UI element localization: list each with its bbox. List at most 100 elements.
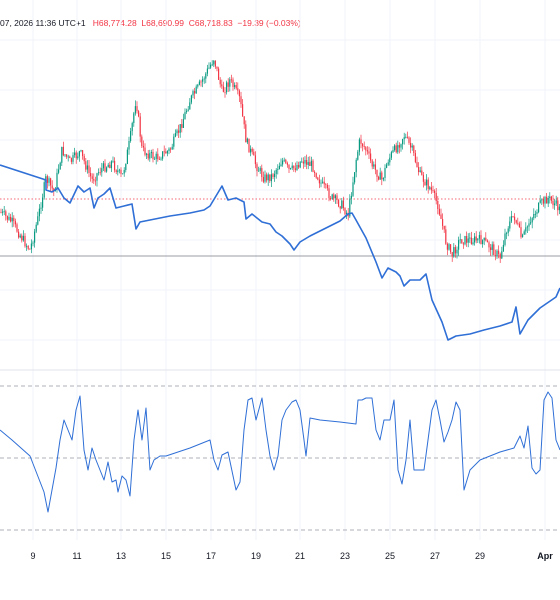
- candle-body: [107, 164, 109, 168]
- candle-body: [504, 233, 506, 245]
- candle-body: [206, 68, 208, 74]
- candle-body: [515, 220, 517, 223]
- candle-body: [438, 208, 440, 215]
- candle-body: [203, 78, 205, 80]
- candle-body: [114, 160, 116, 171]
- candle-body: [358, 139, 360, 152]
- candle-body: [96, 173, 98, 181]
- candle-body: [541, 199, 543, 201]
- candle-body: [173, 136, 175, 147]
- candle-body: [416, 162, 418, 168]
- candle-body: [243, 116, 245, 125]
- candle-body: [301, 161, 303, 163]
- candle-body: [306, 160, 308, 165]
- candle-body: [267, 174, 269, 181]
- candle-body: [235, 85, 237, 89]
- candle-body: [501, 251, 503, 259]
- candle-body: [3, 211, 5, 213]
- candle-body: [381, 172, 383, 180]
- candle-body: [315, 173, 317, 178]
- candle-body: [91, 176, 93, 179]
- candle-body: [51, 185, 53, 189]
- candle-body: [354, 172, 356, 183]
- candle-body: [248, 138, 250, 153]
- candle-body: [547, 198, 549, 204]
- candle-body: [502, 244, 504, 252]
- candle-body: [179, 124, 181, 133]
- candle-body: [35, 224, 37, 232]
- candle-body: [174, 133, 176, 137]
- candle-body: [286, 163, 288, 165]
- candle-body: [328, 188, 330, 199]
- candle-body: [363, 146, 365, 147]
- x-tick-label: 17: [206, 551, 216, 561]
- candle-body: [202, 79, 204, 82]
- candle-body: [170, 148, 172, 150]
- candle-body: [165, 151, 167, 154]
- candle-body: [136, 106, 138, 112]
- x-tick-label: 19: [251, 551, 261, 561]
- candle-body: [446, 243, 448, 250]
- candle-body: [459, 239, 461, 241]
- candle-body: [163, 151, 165, 153]
- candle-body: [478, 235, 480, 239]
- candle-body: [334, 195, 336, 199]
- candle-body: [48, 178, 50, 183]
- candle-body: [0, 212, 2, 213]
- candle-body: [166, 151, 168, 154]
- candle-body: [24, 235, 26, 247]
- candle-body: [134, 106, 136, 114]
- candle-body: [144, 147, 146, 155]
- candle-body: [330, 198, 332, 199]
- candle-body: [456, 249, 458, 254]
- legend-high: 68,774.28: [98, 18, 137, 28]
- legend-change: −19.39 (−0.03%): [237, 18, 301, 28]
- candle-body: [261, 168, 263, 177]
- candle-body: [552, 200, 554, 206]
- candle-body: [61, 146, 63, 163]
- candle-body: [218, 68, 220, 80]
- candle-body: [454, 247, 456, 254]
- oscillator-line: [0, 391, 560, 513]
- candle-body: [557, 200, 559, 211]
- x-tick-label: 21: [295, 551, 305, 561]
- candle-body: [122, 173, 124, 175]
- candle-body: [171, 146, 173, 150]
- candle-body: [14, 221, 16, 225]
- candle-body: [496, 250, 498, 256]
- candle-body: [130, 131, 132, 141]
- candlestick-series: [0, 60, 560, 263]
- legend-close: 68,718.83: [194, 18, 233, 28]
- candle-body: [168, 148, 170, 151]
- candle-body: [402, 139, 404, 145]
- candle-body: [318, 179, 320, 184]
- candle-body: [486, 240, 488, 243]
- candle-body: [221, 84, 223, 87]
- candle-body: [219, 79, 221, 85]
- candle-body: [90, 173, 92, 177]
- candle-body: [187, 109, 189, 111]
- candle-body: [317, 177, 319, 180]
- candle-body: [384, 167, 386, 178]
- candle-body: [270, 174, 272, 182]
- candle-body: [208, 67, 210, 69]
- candle-body: [542, 199, 544, 204]
- candle-body: [5, 211, 7, 216]
- overlay-line: [0, 164, 560, 341]
- x-tick-label: 29: [475, 551, 485, 561]
- time-axis[interactable]: 9 11 13 15 17 19 21 23 25 27 29 Apr: [30, 551, 553, 561]
- candle-body: [470, 237, 472, 245]
- candle-body: [488, 242, 490, 248]
- candle-body: [435, 193, 437, 201]
- candle-body: [418, 167, 420, 172]
- candle-body: [278, 166, 280, 170]
- candle-body: [342, 200, 344, 209]
- candle-body: [538, 202, 540, 213]
- candle-body: [94, 180, 96, 182]
- candle-body: [333, 194, 335, 199]
- candle-body: [461, 239, 463, 244]
- candle-body: [362, 143, 364, 147]
- candle-body: [82, 150, 84, 157]
- candle-body: [294, 168, 296, 170]
